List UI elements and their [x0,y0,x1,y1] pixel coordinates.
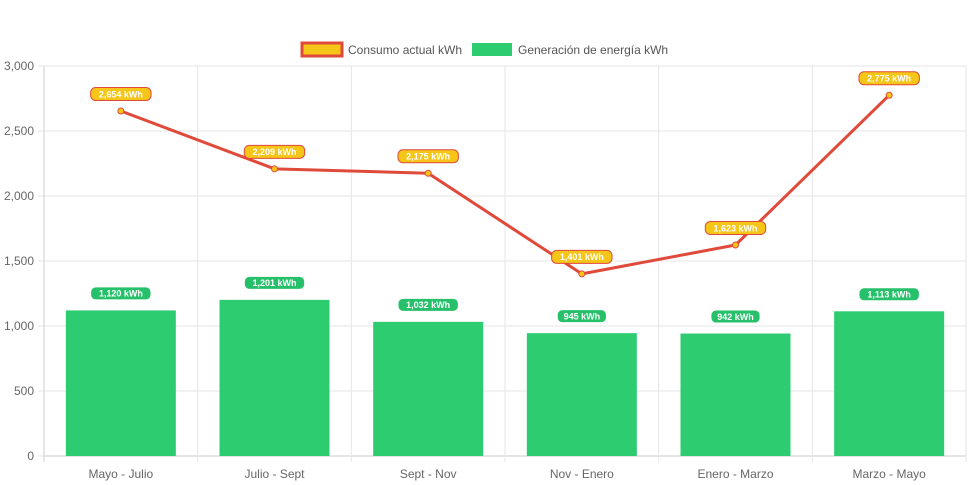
data-label: 942 kWh [710,309,761,324]
data-label-text: 1,401 kWh [560,252,604,262]
bar-series [65,299,945,456]
data-label-text: 1,113 kWh [867,290,911,300]
legend: Consumo actual kWh Generación de energía… [300,41,668,58]
point-consumption[interactable] [732,241,739,249]
data-label-bg [243,144,306,159]
data-label: 1,401 kWh [551,249,613,264]
data-label-bg [397,297,459,312]
data-label: 1,201 kWh [243,275,306,290]
point-consumption[interactable] [885,91,893,99]
data-label-text: 2,175 kWh [406,152,450,162]
y-tick-label: 1,500 [4,254,34,268]
data-label-text: 1,201 kWh [252,278,296,288]
legend-swatch-consumption [300,41,344,58]
legend-item-consumption[interactable]: Consumo actual kWh [300,41,462,58]
data-label-bg [858,287,920,302]
data-label-bg [243,275,306,290]
data-label: 1,623 kWh [704,221,767,236]
x-tick-label: Marzo - Mayo [852,467,926,481]
point-consumption[interactable] [117,107,125,115]
y-tick-label: 3,000 [4,59,34,73]
bar-generation[interactable] [65,310,176,456]
data-label: 945 kWh [556,309,607,324]
data-label-bg [556,309,607,324]
data-label-text: 1,120 kWh [99,289,143,299]
data-label: 1,032 kWh [397,297,459,312]
legend-label-consumption: Consumo actual kWh [348,43,462,57]
line-series [117,91,893,278]
data-labels: 1,120 kWh 1,201 kWh 1,032 kWh 945 kWh 942 kW… [90,71,920,324]
bar-generation[interactable] [834,311,945,456]
data-label-bg [704,221,767,236]
legend-label-generation: Generación de energía kWh [518,43,668,57]
data-label-bg [397,149,459,164]
x-tick-label: Sept - Nov [400,467,457,481]
point-consumption[interactable] [424,169,432,177]
data-label-text: 945 kWh [564,311,601,321]
x-axis: Mayo - Julio Julio - Sept Sept - Nov Nov - … [88,467,926,481]
data-label-bg [90,86,152,101]
grid [43,65,967,462]
x-tick-label: Julio - Sept [244,467,305,481]
y-tick-label: 2,000 [4,189,34,203]
data-label-text: 1,032 kWh [406,300,450,310]
data-label-bg [858,71,920,86]
point-consumption[interactable] [578,270,586,278]
y-tick-label: 1,000 [4,319,34,333]
data-label-text: 1,623 kWh [713,223,757,233]
x-tick-label: Mayo - Julio [88,467,153,481]
legend-swatch-generation [472,43,512,56]
data-label-text: 942 kWh [717,312,754,322]
data-label: 2,209 kWh [243,144,306,159]
x-tick-label: Enero - Marzo [697,467,773,481]
bar-generation[interactable] [219,299,330,456]
line-consumption [120,94,891,276]
data-label-text: 2,654 kWh [99,89,143,99]
y-tick-label: 0 [27,449,34,463]
data-label-bg [90,286,152,301]
data-label: 1,113 kWh [858,287,920,302]
bar-generation[interactable] [526,333,637,456]
point-consumption[interactable] [271,165,278,173]
data-label: 2,175 kWh [397,149,459,164]
data-label: 1,120 kWh [90,286,152,301]
legend-item-generation[interactable]: Generación de energía kWh [472,43,668,57]
data-label-bg [710,309,761,324]
data-label: 2,775 kWh [858,71,920,86]
y-axis: 0 500 1,000 1,500 2,000 2,500 3,000 [4,59,44,463]
data-label: 2,654 kWh [90,86,152,101]
bar-generation[interactable] [680,333,791,456]
bar-generation[interactable] [373,321,484,456]
data-label-bg [551,249,613,264]
data-label-text: 2,209 kWh [252,147,296,157]
y-tick-label: 2,500 [4,124,34,138]
data-label-text: 2,775 kWh [867,74,911,84]
y-tick-label: 500 [14,384,34,398]
x-tick-label: Nov - Enero [550,467,614,481]
